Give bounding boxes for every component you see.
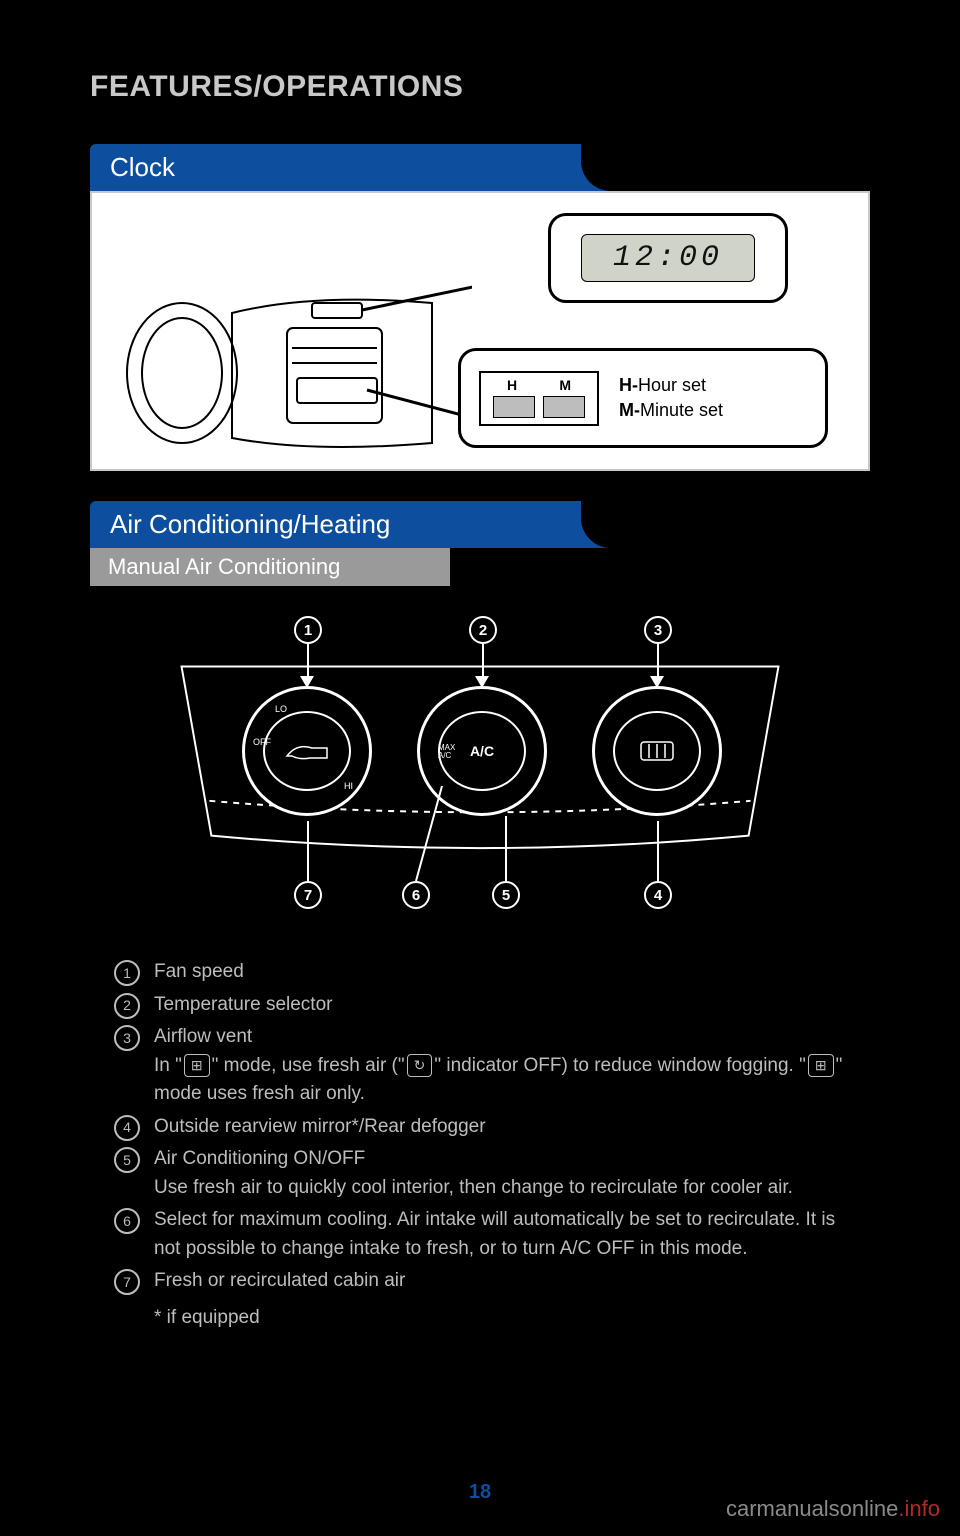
m-bold: M- [619, 400, 640, 420]
m-text: Minute set [640, 400, 723, 420]
recirculate-icon [282, 738, 332, 764]
list-text: Air Conditioning ON/OFF Use fresh air to… [154, 1145, 848, 1202]
list-text: Fresh or recirculated cabin air [154, 1267, 848, 1296]
callout-2: 2 [469, 616, 497, 644]
recirc-icon: ↻ [407, 1054, 433, 1077]
defrost-icon: ⊞ [184, 1054, 210, 1077]
h-text: Hour set [638, 375, 706, 395]
list-num: 3 [114, 1025, 140, 1051]
list-text: Temperature selector [154, 991, 848, 1020]
watermark: carmanualsonline.info [726, 1496, 940, 1522]
arrow-1-head [300, 676, 314, 688]
ac-sub-tab: Manual Air Conditioning [90, 548, 450, 586]
list-text: Airflow vent In "⊞" mode, use fresh air … [154, 1023, 848, 1109]
list-num: 1 [114, 960, 140, 986]
list-item: 4 Outside rearview mirror*/Rear defogger [114, 1113, 848, 1142]
defog-icon [613, 711, 701, 791]
list-text: Outside rearview mirror*/Rear defogger [154, 1113, 848, 1142]
m-key-label: M [559, 377, 571, 393]
list-num: 4 [114, 1115, 140, 1141]
arrow-1-line [307, 644, 309, 678]
dial-lo-label: LO [275, 704, 287, 714]
callout-7: 7 [294, 881, 322, 909]
arrow-6-line [412, 786, 462, 886]
page-heading: FEATURES/OPERATIONS [90, 70, 870, 104]
arrow-4-line [657, 821, 659, 881]
dial-hi-label: HI [344, 781, 353, 791]
dashboard-illustration [112, 243, 472, 463]
clock-section: Clock 12:00 [90, 144, 870, 471]
list-num: 7 [114, 1269, 140, 1295]
h-key-label: H [507, 377, 517, 393]
h-bold: H- [619, 375, 638, 395]
watermark-tld: .info [898, 1496, 940, 1521]
hm-buttons-illustration: H M [479, 371, 599, 426]
list-item: 1 Fan speed [114, 958, 848, 987]
footnote: * if equipped [114, 1304, 848, 1333]
fan-dial: OFF LO HI [242, 686, 372, 816]
arrow-2-head [475, 676, 489, 688]
list-item: 2 Temperature selector [114, 991, 848, 1020]
fan-dial-inner [263, 711, 351, 791]
watermark-site: carmanualsonline [726, 1496, 898, 1521]
dial-off-label: OFF [253, 737, 271, 747]
ac-diagram: OFF LO HI A/C MAX A/C 1 2 [92, 586, 868, 946]
list-text: Fan speed [154, 958, 848, 987]
list-text: Select for maximum cooling. Air intake w… [154, 1206, 848, 1263]
hm-callout: H M H-Hour set M-Minute set [458, 348, 828, 448]
list-num: 6 [114, 1208, 140, 1234]
rear-defog-icon [635, 736, 679, 766]
list-item: 3 Airflow vent In "⊞" mode, use fresh ai… [114, 1023, 848, 1109]
clock-diagram-box: 12:00 H M H-Hour set M-Minute set [90, 191, 870, 471]
ac-section: Air Conditioning/Heating Manual Air Cond… [90, 501, 870, 1352]
callout-1: 1 [294, 616, 322, 644]
airflow-dial [592, 686, 722, 816]
arrow-2-line [482, 644, 484, 678]
defrost-icon: ⊞ [808, 1054, 834, 1077]
clock-lcd: 12:00 [581, 234, 755, 282]
arrow-7-line [307, 821, 309, 881]
callout-3: 3 [644, 616, 672, 644]
list-item: 6 Select for maximum cooling. Air intake… [114, 1206, 848, 1263]
clock-tab: Clock [90, 144, 610, 191]
arrow-3-line [657, 644, 659, 678]
callout-4: 4 [644, 881, 672, 909]
ac-legend-list: 1 Fan speed 2 Temperature selector 3 Air… [92, 946, 868, 1350]
ac-content-box: OFF LO HI A/C MAX A/C 1 2 [90, 586, 870, 1352]
hm-legend: H-Hour set M-Minute set [619, 373, 723, 423]
arrow-5-line [505, 816, 507, 881]
callout-5: 5 [492, 881, 520, 909]
arrow-3-head [650, 676, 664, 688]
list-num: 2 [114, 993, 140, 1019]
max-ac-label: MAX A/C [438, 744, 455, 760]
list-num: 5 [114, 1147, 140, 1173]
list-item: 7 Fresh or recirculated cabin air [114, 1267, 848, 1296]
list-item: 5 Air Conditioning ON/OFF Use fresh air … [114, 1145, 848, 1202]
clock-readout-callout: 12:00 [548, 213, 788, 303]
ac-tab: Air Conditioning/Heating [90, 501, 610, 548]
